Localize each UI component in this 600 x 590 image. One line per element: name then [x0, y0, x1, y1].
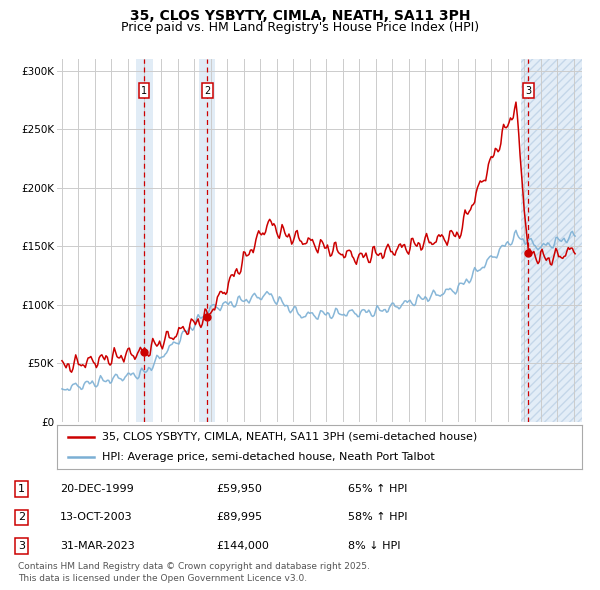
Text: 2: 2	[204, 86, 210, 96]
Bar	[521, 59, 582, 422]
Text: Contains HM Land Registry data © Crown copyright and database right 2025.
This d: Contains HM Land Registry data © Crown c…	[18, 562, 370, 583]
Text: 58% ↑ HPI: 58% ↑ HPI	[348, 513, 407, 522]
Bar	[199, 59, 215, 422]
Text: 2: 2	[18, 513, 25, 522]
Text: 35, CLOS YSBYTY, CIMLA, NEATH, SA11 3PH (semi-detached house): 35, CLOS YSBYTY, CIMLA, NEATH, SA11 3PH …	[101, 432, 477, 442]
Text: 65% ↑ HPI: 65% ↑ HPI	[348, 484, 407, 494]
Text: 31-MAR-2023: 31-MAR-2023	[60, 541, 135, 550]
Text: 13-OCT-2003: 13-OCT-2003	[60, 513, 133, 522]
Text: £59,950: £59,950	[216, 484, 262, 494]
Text: 35, CLOS YSBYTY, CIMLA, NEATH, SA11 3PH: 35, CLOS YSBYTY, CIMLA, NEATH, SA11 3PH	[130, 9, 470, 23]
Text: 1: 1	[18, 484, 25, 494]
Text: 20-DEC-1999: 20-DEC-1999	[60, 484, 134, 494]
Text: HPI: Average price, semi-detached house, Neath Port Talbot: HPI: Average price, semi-detached house,…	[101, 452, 434, 462]
Bar	[136, 59, 153, 422]
Text: 3: 3	[18, 541, 25, 550]
Text: 8% ↓ HPI: 8% ↓ HPI	[348, 541, 401, 550]
Text: £144,000: £144,000	[216, 541, 269, 550]
Text: Price paid vs. HM Land Registry's House Price Index (HPI): Price paid vs. HM Land Registry's House …	[121, 21, 479, 34]
Text: £89,995: £89,995	[216, 513, 262, 522]
Text: 3: 3	[525, 86, 532, 96]
Text: 1: 1	[141, 86, 147, 96]
Bar	[521, 59, 582, 422]
